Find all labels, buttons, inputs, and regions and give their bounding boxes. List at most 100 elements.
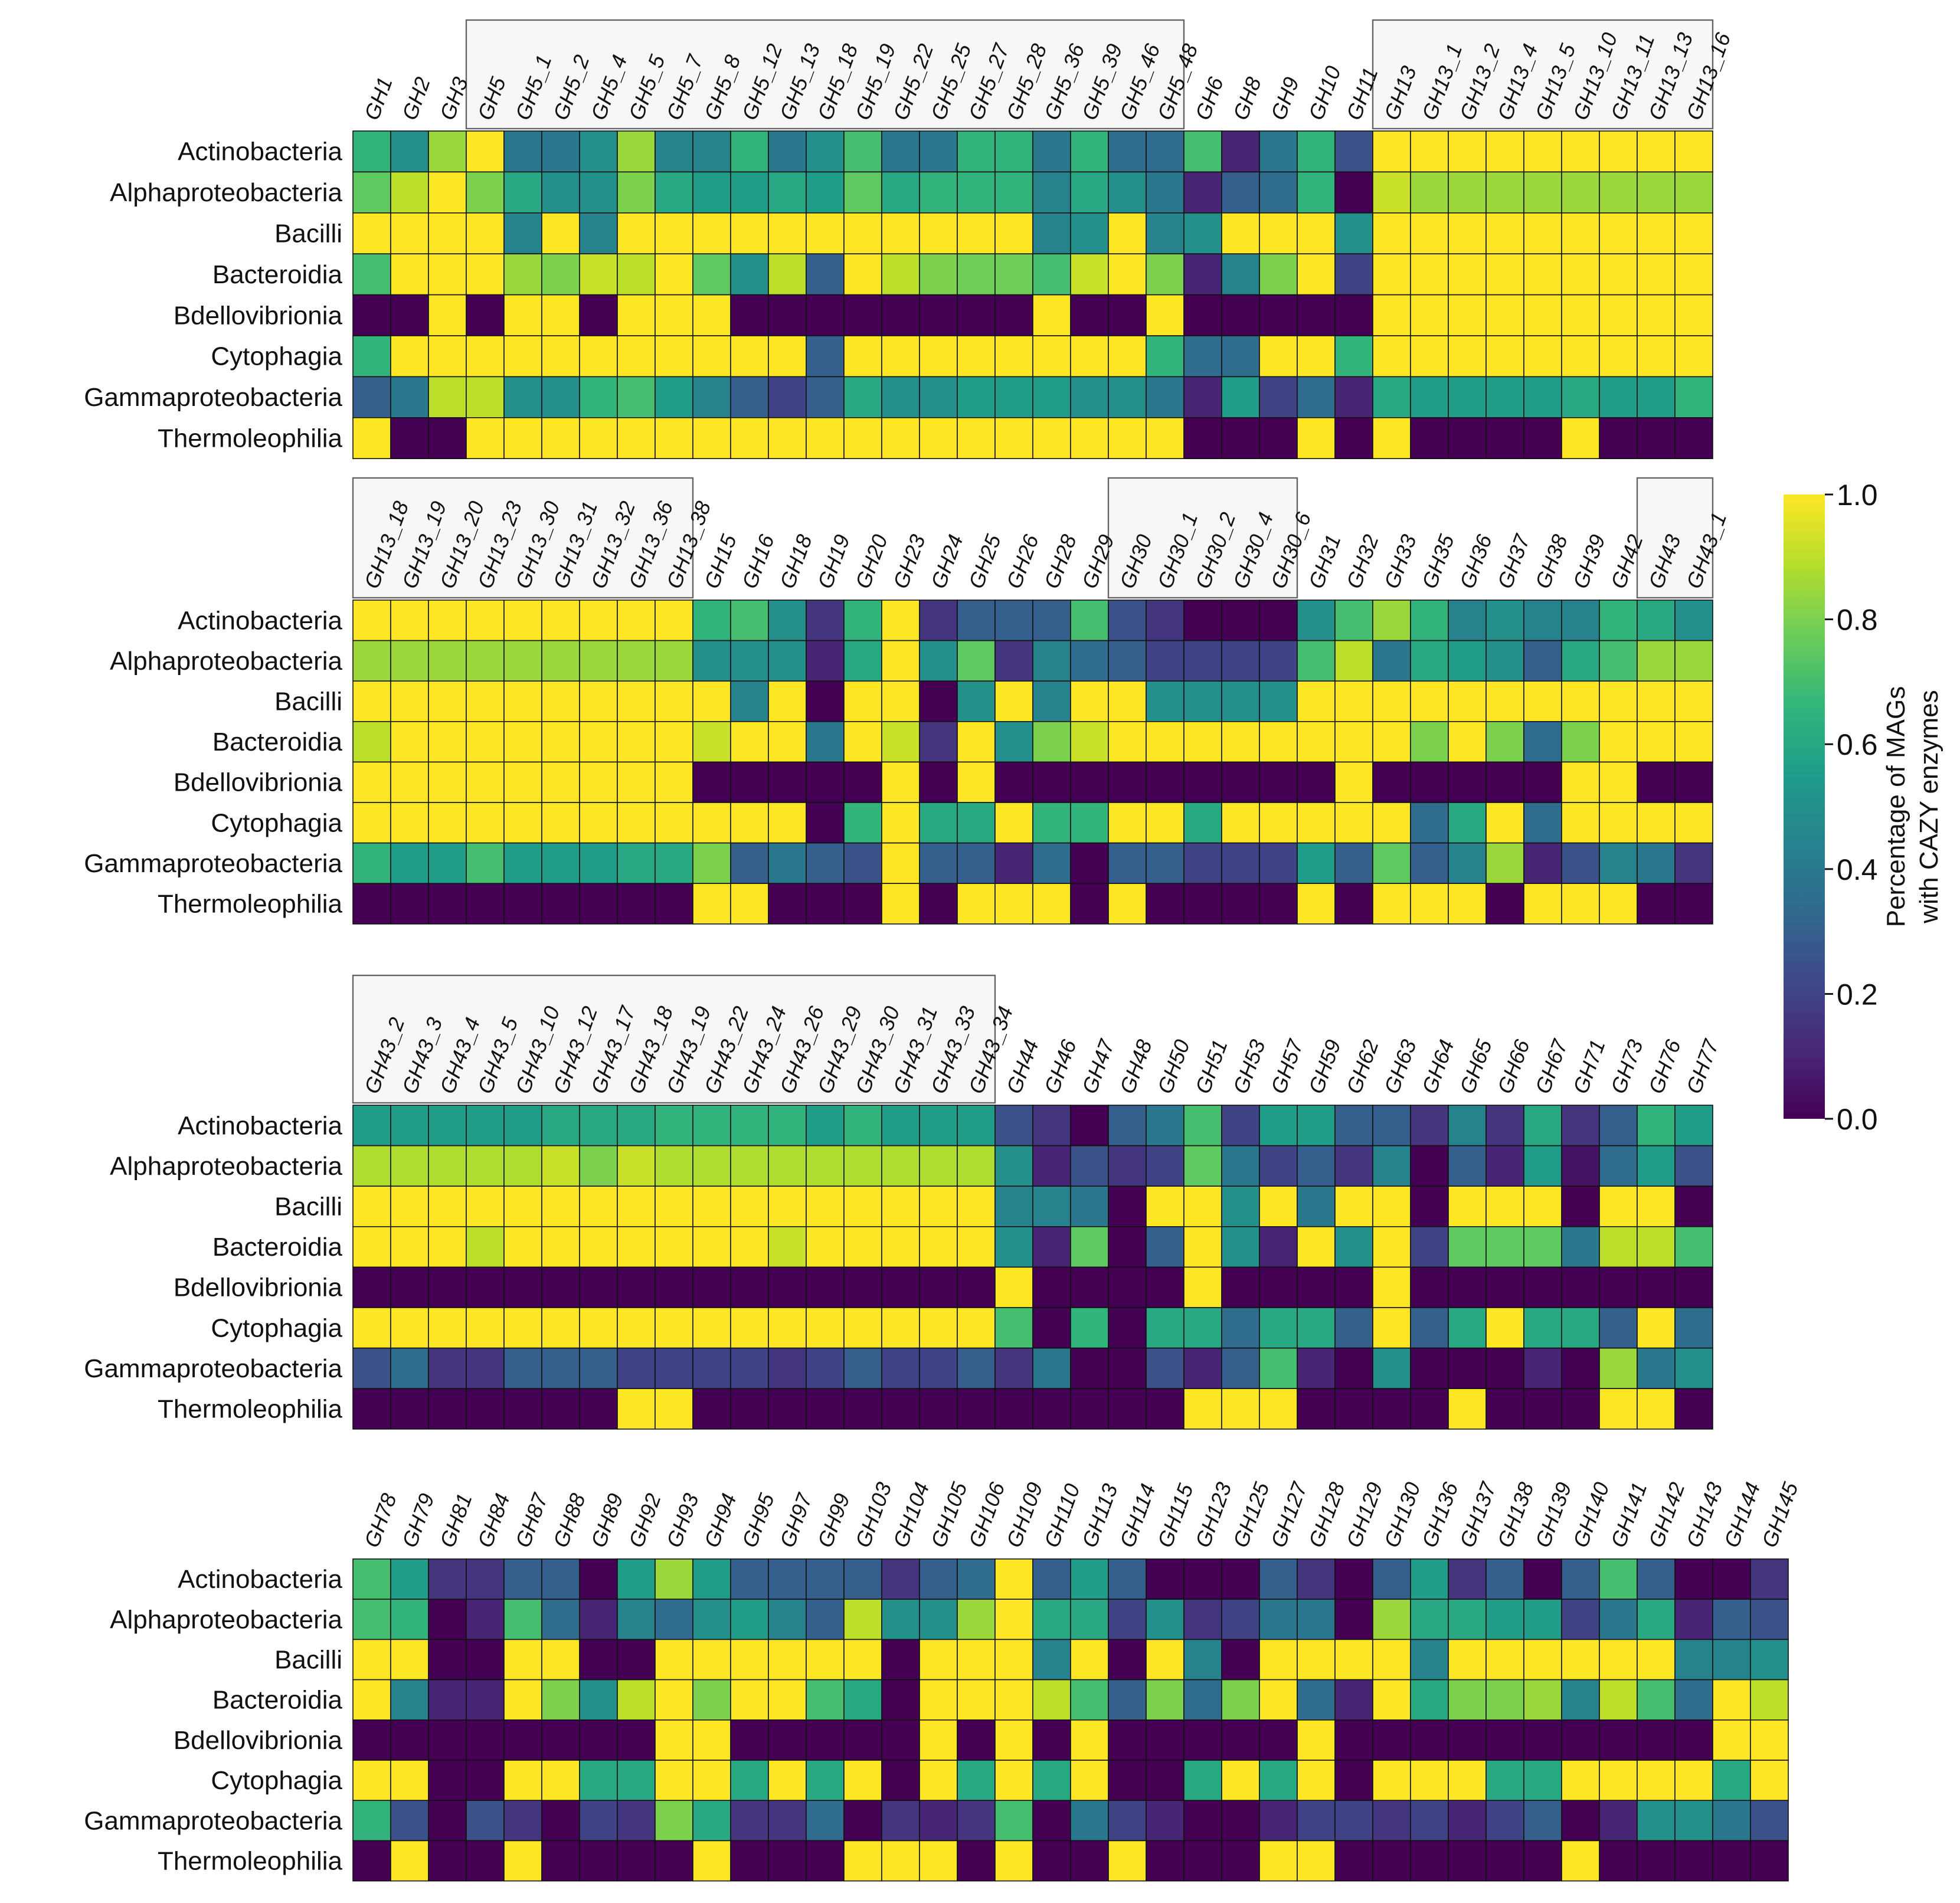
heatmap-cell bbox=[1146, 1800, 1184, 1842]
heatmap-cell bbox=[1297, 1760, 1336, 1801]
heatmap-cell bbox=[1183, 335, 1222, 378]
heatmap-cell bbox=[843, 640, 882, 682]
heatmap-cell bbox=[541, 1558, 580, 1600]
heatmap-cell bbox=[1485, 761, 1524, 803]
heatmap-cell bbox=[1146, 1599, 1184, 1640]
row-label: Alphaproteobacteria bbox=[110, 178, 342, 207]
heatmap-cell bbox=[1674, 1388, 1713, 1430]
heatmap-cell bbox=[1561, 1347, 1600, 1390]
heatmap-cell bbox=[881, 212, 920, 254]
column-label: GH9 bbox=[1266, 74, 1304, 123]
heatmap-cell bbox=[466, 171, 505, 214]
heatmap-cell bbox=[655, 1145, 693, 1187]
heatmap-cell bbox=[1183, 171, 1222, 214]
heatmap-cell bbox=[919, 680, 958, 722]
heatmap-cell bbox=[692, 1639, 731, 1681]
heatmap-cell bbox=[919, 253, 958, 296]
heatmap-cell bbox=[655, 721, 693, 763]
heatmap-cell bbox=[1372, 680, 1411, 722]
heatmap-cell bbox=[617, 761, 656, 803]
heatmap-cell bbox=[1523, 680, 1562, 722]
column-label: GH48 bbox=[1115, 1036, 1157, 1096]
heatmap-cell bbox=[1146, 1105, 1184, 1147]
column-label: GH35 bbox=[1417, 530, 1459, 591]
heatmap-cell bbox=[428, 1639, 467, 1681]
heatmap-cell bbox=[541, 883, 580, 925]
heatmap-cell bbox=[692, 1679, 731, 1721]
heatmap-cell bbox=[541, 253, 580, 296]
heatmap-cell bbox=[1221, 1105, 1260, 1147]
heatmap-cell bbox=[1410, 335, 1449, 378]
heatmap-cell bbox=[1674, 1800, 1713, 1842]
heatmap-cell bbox=[692, 640, 731, 682]
heatmap-cell bbox=[994, 842, 1033, 884]
heatmap-cell bbox=[806, 171, 845, 214]
heatmap-cell bbox=[655, 1105, 693, 1147]
heatmap-cell bbox=[1674, 721, 1713, 763]
heatmap-cell bbox=[1070, 1185, 1109, 1227]
heatmap-cell bbox=[579, 1800, 618, 1842]
heatmap-cell bbox=[1410, 600, 1449, 641]
column-label: GH93 bbox=[662, 1490, 703, 1550]
heatmap-cell bbox=[994, 376, 1033, 418]
heatmap-cell bbox=[1183, 1800, 1222, 1842]
heatmap-cell bbox=[1485, 1840, 1524, 1882]
heatmap-cell bbox=[1070, 417, 1109, 459]
heatmap-cell bbox=[1637, 417, 1676, 459]
heatmap-cell bbox=[994, 802, 1033, 844]
heatmap-cell bbox=[1410, 883, 1449, 925]
heatmap-cell bbox=[730, 1388, 769, 1430]
heatmap-cell bbox=[352, 1307, 391, 1349]
colorbar-title-line1: Percentage of MAGs bbox=[1882, 686, 1910, 927]
heatmap-cell bbox=[503, 1226, 542, 1268]
heatmap-cell bbox=[390, 1145, 429, 1187]
heatmap-cell bbox=[1032, 1558, 1071, 1600]
heatmap-cell bbox=[1146, 1388, 1184, 1430]
heatmap-cell bbox=[881, 1719, 920, 1761]
heatmap-cell bbox=[1146, 1307, 1184, 1349]
heatmap-cell bbox=[957, 1639, 996, 1681]
heatmap-cell bbox=[655, 335, 693, 378]
heatmap-cell bbox=[1259, 376, 1298, 418]
heatmap-cell bbox=[1523, 802, 1562, 844]
heatmap-cell bbox=[617, 294, 656, 336]
heatmap-cell bbox=[1183, 1639, 1222, 1681]
heatmap-cell bbox=[541, 721, 580, 763]
heatmap-cell bbox=[1523, 761, 1562, 803]
heatmap-cell bbox=[730, 1185, 769, 1227]
heatmap-cell bbox=[843, 1760, 882, 1801]
heatmap-cell bbox=[957, 335, 996, 378]
heatmap-cell bbox=[1485, 1760, 1524, 1801]
column-label: GH77 bbox=[1681, 1035, 1723, 1096]
heatmap-cell bbox=[541, 1185, 580, 1227]
column-label: GH15 bbox=[699, 530, 741, 591]
row-label: Bdellovibrionia bbox=[174, 301, 343, 330]
heatmap-cell bbox=[692, 680, 731, 722]
column-group-box bbox=[352, 974, 996, 1104]
heatmap-cell bbox=[1146, 294, 1184, 336]
heatmap-cell bbox=[655, 1347, 693, 1390]
heatmap-cell bbox=[1108, 1599, 1147, 1640]
heatmap-cell bbox=[1674, 1679, 1713, 1721]
row-label: Gammaproteobacteria bbox=[84, 383, 342, 412]
heatmap-cell bbox=[1523, 1679, 1562, 1721]
heatmap-cell bbox=[1372, 130, 1411, 173]
heatmap-cell bbox=[352, 1840, 391, 1882]
heatmap-cell bbox=[994, 417, 1033, 459]
heatmap-cell bbox=[843, 212, 882, 254]
heatmap-cell bbox=[503, 1145, 542, 1187]
heatmap-cell bbox=[1146, 600, 1184, 641]
heatmap-cell bbox=[1221, 761, 1260, 803]
heatmap-cell bbox=[692, 842, 731, 884]
heatmap-cell bbox=[994, 1558, 1033, 1600]
heatmap-cell bbox=[1297, 1599, 1336, 1640]
heatmap-cell bbox=[1297, 721, 1336, 763]
heatmap-cell bbox=[1637, 1719, 1676, 1761]
heatmap-cell bbox=[1146, 802, 1184, 844]
heatmap-cell bbox=[1108, 680, 1147, 722]
heatmap-cell bbox=[1372, 761, 1411, 803]
heatmap-cell bbox=[1674, 1639, 1713, 1681]
heatmap-cell bbox=[1372, 1185, 1411, 1227]
heatmap-cell bbox=[1070, 253, 1109, 296]
heatmap-cell bbox=[730, 600, 769, 641]
